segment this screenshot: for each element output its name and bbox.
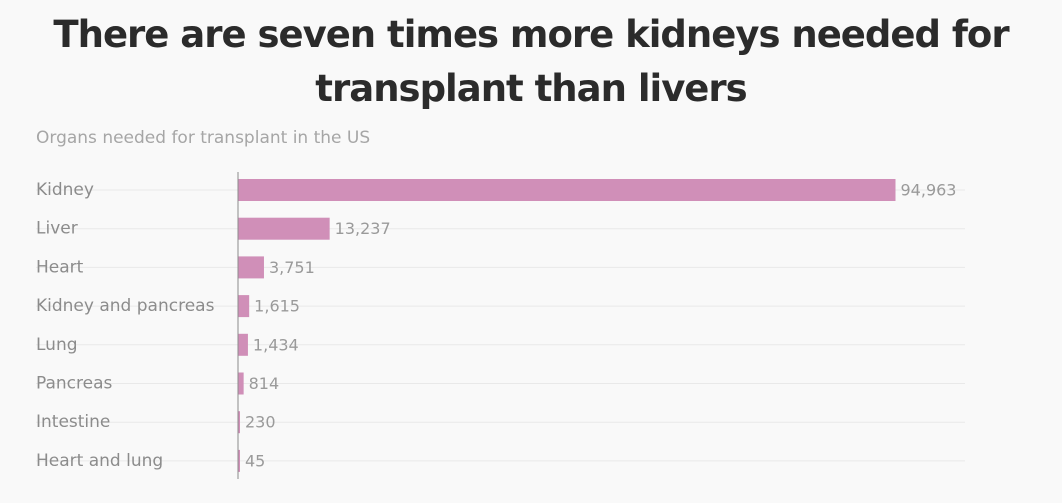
category-label: Kidney and pancreas (36, 296, 215, 316)
bar (238, 256, 264, 279)
category-label: Pancreas (36, 374, 113, 394)
chart-subtitle: Organs needed for transplant in the US (36, 128, 371, 148)
category-label: Heart and lung (36, 451, 163, 471)
data-label: 814 (249, 374, 280, 393)
data-label: 13,237 (335, 219, 391, 238)
bar (238, 179, 896, 201)
category-label: Intestine (36, 412, 110, 432)
bar (238, 217, 330, 240)
chart-title-line-1: There are seven times more kidneys neede… (53, 13, 1009, 56)
bar (238, 449, 240, 472)
data-label: 230 (245, 413, 276, 432)
chart-title: There are seven times more kidneys neede… (0, 8, 1062, 116)
category-label: Heart (36, 257, 84, 277)
bar (238, 372, 244, 395)
data-label: 45 (245, 451, 265, 470)
data-label: 3,751 (269, 258, 315, 277)
category-label: Liver (36, 219, 78, 239)
category-label: Lung (36, 335, 78, 355)
data-label: 94,963 (901, 181, 957, 200)
data-label: 1,615 (254, 297, 300, 316)
chart-title-line-2: transplant than livers (315, 67, 747, 110)
bar (238, 295, 250, 318)
category-label: Kidney (36, 180, 94, 200)
data-label: 1,434 (253, 335, 299, 354)
bar (238, 333, 248, 356)
bar (238, 411, 240, 434)
